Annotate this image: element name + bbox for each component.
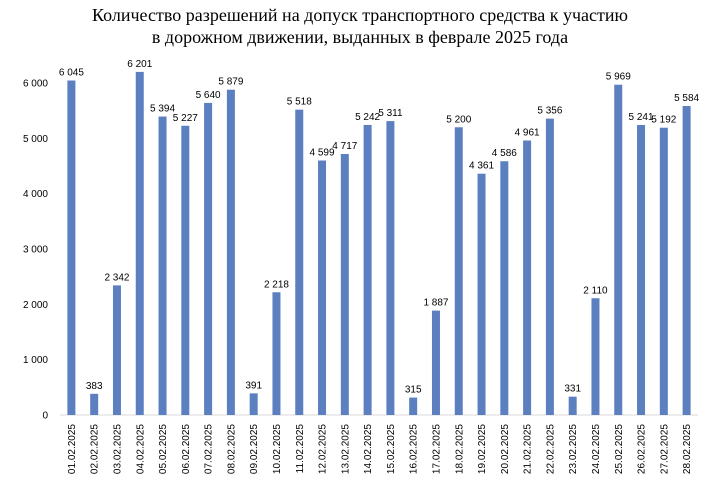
bar bbox=[523, 140, 532, 416]
data-label: 383 bbox=[86, 381, 103, 392]
bar bbox=[409, 397, 418, 415]
bar bbox=[135, 71, 144, 415]
x-tick-label: 02.02.2025 bbox=[90, 424, 101, 474]
data-label: 4 586 bbox=[492, 148, 517, 159]
x-tick-label: 01.02.2025 bbox=[67, 424, 78, 474]
x-tick-label: 09.02.2025 bbox=[249, 424, 260, 474]
x-tick-label: 20.02.2025 bbox=[500, 424, 511, 474]
x-tick-label: 15.02.2025 bbox=[386, 424, 397, 474]
x-tick-label: 28.02.2025 bbox=[682, 424, 693, 474]
x-tick-label: 03.02.2025 bbox=[112, 424, 123, 474]
bar bbox=[637, 125, 646, 415]
x-tick-label: 05.02.2025 bbox=[158, 424, 169, 474]
x-tick-label: 27.02.2025 bbox=[659, 424, 670, 474]
data-label: 391 bbox=[245, 380, 262, 391]
x-tick-label: 24.02.2025 bbox=[591, 424, 602, 474]
bar bbox=[545, 118, 554, 415]
x-tick-label: 08.02.2025 bbox=[226, 424, 237, 474]
bars bbox=[67, 71, 691, 416]
y-tick-label: 0 bbox=[42, 411, 48, 422]
data-label: 4 599 bbox=[310, 148, 335, 159]
x-tick-label: 12.02.2025 bbox=[318, 424, 329, 474]
data-label: 2 342 bbox=[104, 272, 129, 283]
x-tick-label: 21.02.2025 bbox=[523, 424, 534, 474]
bar bbox=[204, 102, 213, 416]
data-label: 6 045 bbox=[59, 68, 84, 79]
data-label: 5 311 bbox=[378, 108, 403, 119]
bar bbox=[67, 80, 76, 415]
x-tick-label: 23.02.2025 bbox=[568, 424, 579, 474]
y-tick-label: 3 000 bbox=[23, 245, 48, 256]
data-label: 5 969 bbox=[606, 72, 631, 83]
bar bbox=[591, 298, 600, 415]
data-label: 6 201 bbox=[127, 59, 152, 70]
bar bbox=[363, 124, 372, 415]
bar bbox=[318, 160, 327, 415]
data-label: 5 640 bbox=[196, 90, 221, 101]
bar bbox=[568, 396, 577, 415]
data-label: 5 200 bbox=[446, 114, 471, 125]
y-tick-label: 6 000 bbox=[23, 79, 48, 90]
x-tick-label: 25.02.2025 bbox=[614, 424, 625, 474]
data-label: 4 717 bbox=[332, 141, 357, 152]
bar bbox=[386, 121, 395, 416]
bar bbox=[158, 116, 167, 415]
bar bbox=[500, 161, 509, 415]
bar bbox=[659, 127, 668, 416]
data-label: 5 394 bbox=[150, 104, 175, 115]
chart-title: Количество разрешений на допуск транспор… bbox=[0, 4, 720, 48]
x-tick-label: 04.02.2025 bbox=[135, 424, 146, 474]
bar bbox=[477, 173, 486, 415]
x-tick-label: 10.02.2025 bbox=[272, 424, 283, 474]
data-label: 5 879 bbox=[218, 77, 243, 88]
bar bbox=[181, 125, 190, 416]
data-label: 331 bbox=[564, 384, 581, 395]
x-tick-label: 19.02.2025 bbox=[477, 424, 488, 474]
x-tick-label: 16.02.2025 bbox=[409, 424, 420, 474]
data-label: 5 242 bbox=[355, 112, 380, 123]
data-label: 5 518 bbox=[287, 97, 312, 108]
data-label: 2 110 bbox=[583, 285, 608, 296]
bar bbox=[112, 285, 121, 415]
y-tick-label: 5 000 bbox=[23, 134, 48, 145]
chart-title-line-1: Количество разрешений на допуск транспор… bbox=[92, 5, 628, 25]
x-tick-label: 22.02.2025 bbox=[545, 424, 556, 474]
data-label: 315 bbox=[405, 385, 422, 396]
bar bbox=[614, 84, 623, 415]
data-label: 5 356 bbox=[537, 106, 562, 117]
bar bbox=[431, 310, 440, 415]
bar bbox=[226, 89, 235, 415]
data-label: 5 227 bbox=[173, 113, 198, 124]
data-label: 4 361 bbox=[469, 161, 494, 172]
y-tick-label: 1 000 bbox=[23, 355, 48, 366]
y-tick-label: 4 000 bbox=[23, 189, 48, 200]
x-axis: 01.02.2025 02.02.2025 03.02.2025 04.02.2025… bbox=[67, 424, 693, 474]
bar bbox=[249, 393, 258, 415]
x-tick-label: 26.02.2025 bbox=[637, 424, 648, 474]
x-tick-label: 18.02.2025 bbox=[454, 424, 465, 474]
bar bbox=[454, 127, 463, 416]
data-label: 5 241 bbox=[629, 112, 654, 123]
data-label: 4 961 bbox=[515, 127, 540, 138]
x-tick-label: 11.02.2025 bbox=[295, 424, 306, 474]
x-tick-label: 14.02.2025 bbox=[363, 424, 374, 474]
data-label: 1 887 bbox=[423, 298, 448, 309]
bar bbox=[682, 106, 691, 416]
bar bbox=[295, 109, 304, 416]
x-tick-label: 13.02.2025 bbox=[340, 424, 351, 474]
bar bbox=[340, 153, 349, 416]
data-label: 5 192 bbox=[651, 115, 676, 126]
data-label: 5 584 bbox=[674, 93, 699, 104]
x-tick-label: 06.02.2025 bbox=[181, 424, 192, 474]
chart-title-line-2: в дорожном движении, выданных в феврале … bbox=[151, 27, 569, 47]
bar bbox=[90, 393, 99, 415]
data-label: 2 218 bbox=[264, 279, 289, 290]
bar bbox=[272, 292, 281, 415]
x-tick-label: 17.02.2025 bbox=[431, 424, 442, 474]
x-tick-label: 07.02.2025 bbox=[204, 424, 215, 474]
y-tick-label: 2 000 bbox=[23, 300, 48, 311]
